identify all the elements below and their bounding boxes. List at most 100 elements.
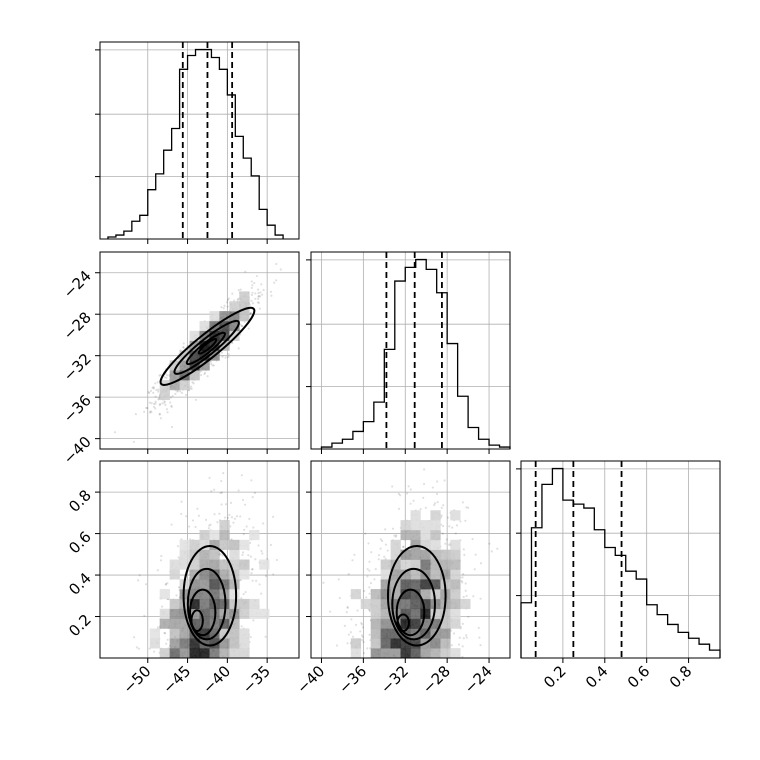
scatter-point xyxy=(132,636,136,639)
scatter-point xyxy=(148,391,151,395)
scatter-point xyxy=(209,523,212,526)
scatter-point xyxy=(462,637,465,640)
scatter-point xyxy=(463,553,466,556)
density-bin xyxy=(420,559,431,570)
scatter-point xyxy=(479,597,482,600)
scatter-point xyxy=(187,348,190,351)
scatter-point xyxy=(264,574,268,578)
panel-frame xyxy=(520,460,721,659)
density-bin xyxy=(189,330,200,341)
scatter-point xyxy=(180,500,183,503)
scatter-point xyxy=(229,501,233,505)
scatter-point xyxy=(157,390,160,393)
scatter-point xyxy=(138,574,141,577)
scatter-point xyxy=(454,532,457,535)
density-bin xyxy=(169,648,180,658)
density-bin xyxy=(450,598,461,610)
scatter-point xyxy=(443,479,446,482)
x-tick-label: −40 xyxy=(293,662,328,697)
scatter-point xyxy=(230,516,234,519)
contour-level xyxy=(190,609,204,633)
density-bin xyxy=(400,559,411,570)
scatter-point xyxy=(188,525,191,528)
scatter-point xyxy=(156,626,159,629)
density-bin xyxy=(219,311,230,322)
density-bin xyxy=(209,579,220,590)
scatter-point xyxy=(250,572,253,575)
scatter-point xyxy=(144,583,148,586)
scatter-point xyxy=(360,634,364,637)
scatter-point xyxy=(251,579,254,582)
density-bin xyxy=(169,618,180,629)
density-bin xyxy=(450,549,461,560)
scatter-point xyxy=(237,489,240,492)
density-bin xyxy=(209,638,220,649)
scatter-point xyxy=(242,533,245,536)
density-bin xyxy=(380,648,391,658)
density-bin xyxy=(189,340,200,351)
scatter-point xyxy=(436,480,439,483)
density-bin xyxy=(410,529,421,541)
scatter-point xyxy=(143,614,146,617)
scatter-point xyxy=(190,387,193,390)
scatter-point xyxy=(462,573,465,576)
scatter-point xyxy=(386,549,389,552)
density-bin xyxy=(450,579,461,590)
scatter-point xyxy=(269,290,273,293)
panel-frame xyxy=(99,251,300,450)
density-bin xyxy=(249,529,260,541)
density-bin xyxy=(410,638,421,649)
density-bin xyxy=(400,549,411,560)
scatter-point xyxy=(180,391,184,395)
density-bin xyxy=(400,529,411,541)
scatter-point xyxy=(169,401,172,404)
scatter-point xyxy=(260,592,263,595)
scatter-point xyxy=(351,559,354,562)
scatter-point xyxy=(192,382,195,385)
histogram-step xyxy=(107,48,284,239)
scatter-point xyxy=(251,568,254,571)
scatter-point xyxy=(145,406,148,410)
density-bin xyxy=(450,618,461,629)
density-bin xyxy=(430,510,441,521)
scatter-point xyxy=(272,573,275,576)
density-bin xyxy=(219,638,230,649)
density-bin xyxy=(430,520,441,531)
scatter-point xyxy=(249,555,253,558)
scatter-point xyxy=(224,356,227,359)
scatter-point xyxy=(152,405,156,408)
scatter-point xyxy=(160,605,164,608)
scatter-point xyxy=(289,458,291,460)
histogram-step xyxy=(520,467,721,658)
scatter-point xyxy=(262,288,265,292)
scatter-point xyxy=(163,631,166,635)
density-bin xyxy=(420,539,431,550)
histogram-panel-1 xyxy=(95,41,300,244)
x-tick-label: 0.2 xyxy=(540,662,570,692)
scatter-point xyxy=(345,611,348,614)
scatter-point xyxy=(240,324,243,328)
density-bin xyxy=(350,589,362,600)
scatter-point xyxy=(261,552,264,555)
density-bin xyxy=(169,628,180,639)
scatter-point xyxy=(227,297,230,300)
scatter-point xyxy=(347,633,351,636)
scatter-point xyxy=(206,375,209,378)
scatter-point xyxy=(185,515,188,518)
scatter-point xyxy=(354,623,358,626)
scatter-point xyxy=(250,286,253,289)
y-tick-label: −24 xyxy=(60,267,95,302)
density-bin xyxy=(239,559,250,570)
scatter-point xyxy=(261,293,264,296)
scatter-point xyxy=(380,539,384,543)
density-bin xyxy=(450,648,461,658)
density-bin xyxy=(219,539,230,550)
scatter-point xyxy=(346,605,349,609)
density-bin xyxy=(380,559,391,570)
scatter-point xyxy=(237,297,240,300)
density-bin xyxy=(440,648,451,658)
density-bin xyxy=(199,618,210,629)
scatter-point xyxy=(422,482,426,486)
scatter-point xyxy=(256,288,260,291)
density-bin xyxy=(400,648,411,658)
